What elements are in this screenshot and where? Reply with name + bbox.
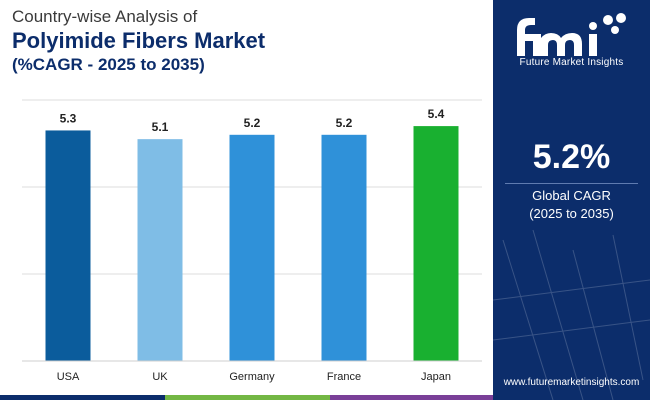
fmi-logo <box>517 13 626 56</box>
bar-chart: 5.3 USA 5.1 UK 5.2 Germany 5.2 France 5.4 Japan <box>22 99 482 383</box>
band-segment-navy <box>0 395 165 400</box>
global-cagr-label: Global CAGR <box>532 188 611 203</box>
bar-uk <box>137 139 183 361</box>
band-segment-purple <box>330 395 493 400</box>
brand-name: Future Market Insights <box>519 57 624 68</box>
data-label-france: 5.2 <box>336 116 353 130</box>
bar-france <box>321 134 367 361</box>
data-label-usa: 5.3 <box>60 111 77 125</box>
side-panel: Future Market Insights 5.2% Global CAGR … <box>493 0 650 400</box>
x-tick-label-usa: USA <box>57 371 80 383</box>
bottom-color-band <box>0 395 493 400</box>
bar-usa <box>45 130 91 361</box>
x-tick-label-germany: Germany <box>229 371 275 383</box>
data-label-uk: 5.1 <box>152 120 169 134</box>
x-tick-label-uk: UK <box>152 371 168 383</box>
chart-title-line1: Country-wise Analysis of <box>12 7 198 26</box>
band-segment-green <box>165 395 330 400</box>
kpi-divider <box>505 183 638 184</box>
x-tick-label-japan: Japan <box>421 371 451 383</box>
panel-texture <box>493 229 650 400</box>
chart-title-block: Country-wise Analysis of Polyimide Fiber… <box>12 6 265 76</box>
x-tick-label-france: France <box>327 371 361 383</box>
global-cagr-value: 5.2% <box>532 138 611 176</box>
global-cagr-period: (2025 to 2035) <box>529 206 614 221</box>
data-label-japan: 5.4 <box>428 107 445 121</box>
chart-subtitle: (%CAGR - 2025 to 2035) <box>12 55 205 74</box>
bar-germany <box>229 134 275 361</box>
bar-japan <box>413 126 459 361</box>
chart-title-line2: Polyimide Fibers Market <box>12 28 266 53</box>
website-link[interactable]: www.futuremarketinsights.com <box>503 377 640 388</box>
data-label-germany: 5.2 <box>244 116 261 130</box>
